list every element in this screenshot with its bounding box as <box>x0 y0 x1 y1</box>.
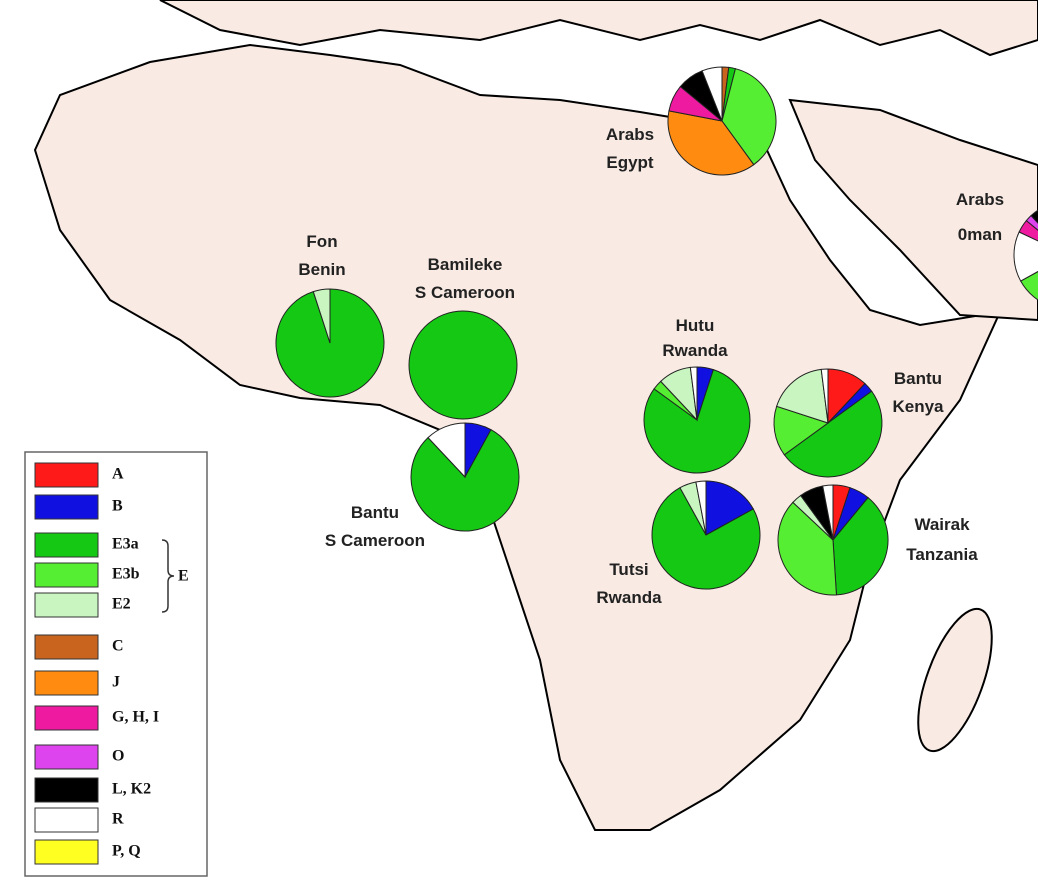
pie-slice <box>689 366 698 421</box>
pie <box>773 368 883 478</box>
arabia <box>788 98 1038 322</box>
population-label: Tutsi <box>609 560 648 579</box>
population-label: 0man <box>958 225 1002 244</box>
pie-slice <box>701 66 723 122</box>
legend-swatch <box>34 634 99 660</box>
population-label: Tanzania <box>906 545 978 564</box>
population-label: S Cameroon <box>415 283 515 302</box>
legend-label: R <box>112 811 124 828</box>
legend-label: E2 <box>112 596 131 613</box>
legend-label: E3b <box>112 566 140 583</box>
legend-label: G, H, I <box>112 709 159 726</box>
pie-slice <box>1013 231 1038 282</box>
legend-swatch <box>34 839 99 865</box>
pie-slice <box>705 480 755 536</box>
legend-label: C <box>112 638 124 655</box>
pie-slice <box>721 68 777 166</box>
population-label: Bantu <box>894 369 942 388</box>
legend-label: P, Q <box>112 843 141 860</box>
pie <box>1013 209 1038 301</box>
pie <box>651 480 761 590</box>
legend-swatch <box>34 592 99 618</box>
pie-slice <box>427 422 466 479</box>
legend: E AB E3a E3b E2 C J G, H, I O L, K2 R P, Q <box>24 451 208 877</box>
pie <box>667 66 777 176</box>
madagascar <box>917 607 993 753</box>
legend-label: O <box>112 748 124 765</box>
population-label: Wairak <box>914 515 970 534</box>
legend-swatch <box>34 532 99 558</box>
pie-slice <box>777 501 837 596</box>
legend-label: J <box>112 674 120 691</box>
population-label: Bantu <box>351 503 399 522</box>
pie-slice <box>1020 270 1038 301</box>
africa <box>33 43 1002 831</box>
population-label: Rwanda <box>662 341 728 360</box>
legend-label: L, K2 <box>112 781 151 798</box>
population-label: Benin <box>298 260 345 279</box>
legend-group-label: E <box>178 568 189 585</box>
pie-slice <box>312 288 331 344</box>
population-label: S Cameroon <box>325 531 425 550</box>
pie-slice <box>822 484 834 541</box>
legend-swatch <box>34 705 99 731</box>
population-label: Hutu <box>676 316 715 335</box>
pie <box>643 366 751 474</box>
population-label: Bamileke <box>428 255 503 274</box>
population-label: Arabs <box>606 125 654 144</box>
pie-slice <box>651 486 761 590</box>
legend-swatch <box>34 744 99 770</box>
pie <box>408 310 518 420</box>
pies: Arabs Egypt Arabs 0man Fon Benin Bamileke S Cam… <box>275 66 1038 607</box>
legend-swatch <box>34 494 99 520</box>
legend-brace <box>161 539 175 613</box>
pie-slice <box>1030 209 1038 224</box>
pie-slice <box>643 368 751 474</box>
population-label: Kenya <box>892 397 944 416</box>
pie-slice <box>832 496 889 596</box>
legend-swatch <box>34 562 99 588</box>
pie-slice <box>773 405 830 456</box>
population-label: Fon <box>306 232 337 251</box>
legend-swatch <box>34 670 99 696</box>
pie-slice <box>410 428 520 532</box>
legend-swatch <box>34 777 99 803</box>
pie-slice <box>776 368 829 424</box>
legend-swatch <box>34 807 99 833</box>
pie-slice <box>820 368 829 424</box>
pie <box>410 422 520 532</box>
legend-swatch <box>34 462 99 488</box>
population-label: Egypt <box>606 153 654 172</box>
pie-slice <box>783 390 883 478</box>
legend-label: B <box>112 498 123 515</box>
pie <box>275 288 385 398</box>
europe <box>159 0 1038 57</box>
pie-slice <box>695 480 707 536</box>
legend-label: A <box>112 466 124 483</box>
legend-label: E3a <box>112 536 139 553</box>
pie-slice <box>667 110 755 176</box>
land <box>33 0 1038 831</box>
pie <box>777 484 889 596</box>
pie-slice <box>408 310 518 420</box>
population-label: Rwanda <box>596 588 662 607</box>
population-label: Arabs <box>956 190 1004 209</box>
legend-box <box>24 451 208 877</box>
